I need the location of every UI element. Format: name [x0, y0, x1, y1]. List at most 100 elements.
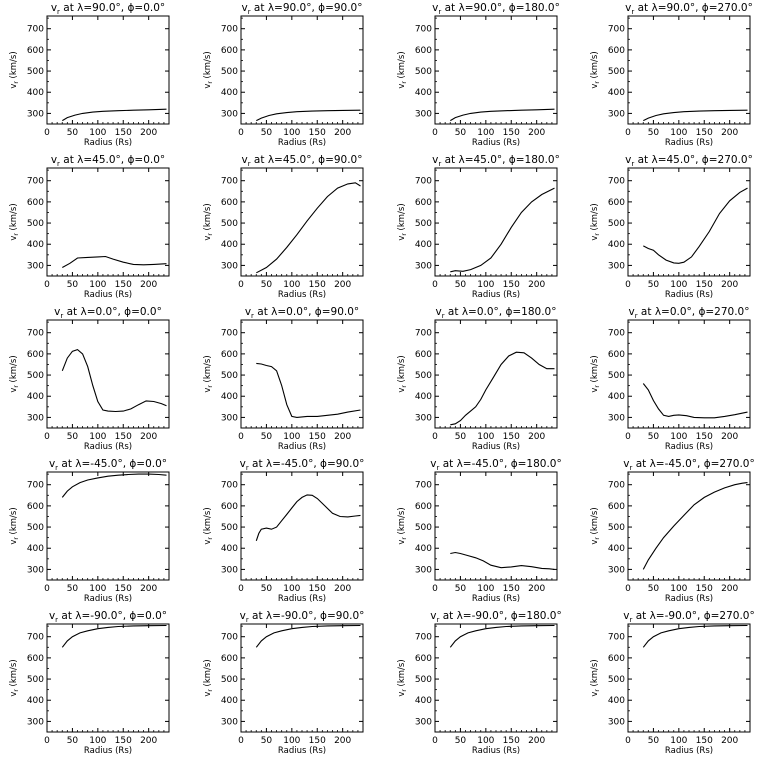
- x-tick-label: 100: [670, 128, 687, 138]
- vr-profile-line: [62, 108, 167, 122]
- x-axis-label: Radius (Rs): [278, 442, 326, 452]
- y-tick-label: 600: [27, 46, 44, 56]
- y-tick-label: 300: [221, 413, 238, 423]
- y-tick-label: 500: [221, 523, 238, 533]
- y-tick-label: 700: [27, 481, 44, 491]
- y-tick-label: 700: [221, 177, 238, 187]
- x-tick-label: 200: [528, 432, 545, 442]
- vr-profile-line: [61, 624, 167, 648]
- vr-profile-line: [642, 624, 748, 648]
- x-tick-label: 200: [334, 280, 351, 290]
- panel-title: vr at λ=0.0°, ϕ=90.0°: [245, 306, 359, 320]
- vr-profile-line: [61, 473, 167, 498]
- panel-title: vr at λ=90.0°, ϕ=180.0°: [432, 2, 560, 16]
- panel-title: vr at λ=45.0°, ϕ=90.0°: [241, 154, 362, 168]
- panel-2-2: vr at λ=45.0°, ϕ=90.0° 0 50 100 150 200 300 400…: [203, 154, 364, 300]
- x-tick-label: 100: [89, 584, 106, 594]
- y-tick-label: 400: [221, 240, 238, 250]
- panel-3-3: vr at λ=0.0°, ϕ=180.0° 0 50 100 150 200 300 400…: [397, 306, 558, 452]
- y-tick-label: 500: [221, 67, 238, 77]
- y-tick-label: 700: [27, 329, 44, 339]
- panel-5-4: vr at λ=-90.0°, ϕ=270.0° 0 50 100 150 200 300 4…: [590, 610, 755, 756]
- y-tick-label: 400: [27, 544, 44, 554]
- vr-profile-line: [642, 383, 748, 419]
- y-axis-label: vr (km/s): [590, 203, 601, 240]
- y-tick-label: 500: [27, 675, 44, 685]
- x-axis-label: Radius (Rs): [278, 746, 326, 756]
- x-axis-label: Radius (Rs): [84, 138, 132, 148]
- y-tick-label: 400: [415, 544, 432, 554]
- x-tick-label: 50: [455, 584, 467, 594]
- x-tick-label: 50: [455, 280, 467, 290]
- y-axis-label: vr (km/s): [590, 51, 601, 88]
- y-tick-label: 600: [608, 502, 625, 512]
- panel-3-2: vr at λ=0.0°, ϕ=90.0° 0 50 100 150 200 300 400 5…: [203, 306, 364, 452]
- x-tick-label: 50: [67, 432, 79, 442]
- y-tick-label: 400: [415, 392, 432, 402]
- x-tick-label: 0: [44, 432, 50, 442]
- y-tick-label: 500: [608, 67, 625, 77]
- y-tick-label: 500: [415, 219, 432, 229]
- x-tick-label: 150: [115, 280, 132, 290]
- x-tick-label: 200: [140, 736, 157, 746]
- y-axis-label: vr (km/s): [590, 507, 601, 544]
- axes-frame: [240, 623, 364, 733]
- y-tick-label: 400: [27, 392, 44, 402]
- x-tick-label: 50: [67, 736, 79, 746]
- y-tick-label: 300: [415, 565, 432, 575]
- panel-5-3: vr at λ=-90.0°, ϕ=180.0° 0 50 100 150 200 300 4…: [397, 610, 562, 756]
- y-tick-label: 600: [221, 654, 238, 664]
- panel-5-1: vr at λ=-90.0°, ϕ=0.0° 0 50 100 150 200 300 400…: [9, 610, 170, 756]
- y-tick-label: 300: [221, 717, 238, 727]
- y-tick-label: 700: [415, 177, 432, 187]
- x-tick-label: 200: [140, 584, 157, 594]
- y-tick-label: 600: [221, 502, 238, 512]
- x-tick-label: 0: [238, 128, 244, 138]
- y-tick-label: 700: [608, 329, 625, 339]
- y-axis-label: vr (km/s): [9, 355, 20, 392]
- panel-4-1: vr at λ=-45.0°, ϕ=0.0° 0 50 100 150 200 300 400…: [9, 458, 170, 604]
- y-tick-label: 600: [608, 46, 625, 56]
- x-axis-label: Radius (Rs): [278, 138, 326, 148]
- y-tick-label: 500: [27, 219, 44, 229]
- x-tick-label: 150: [115, 432, 132, 442]
- y-tick-label: 400: [27, 88, 44, 98]
- y-axis-label: vr (km/s): [203, 355, 214, 392]
- x-tick-label: 0: [432, 432, 438, 442]
- panel-3-1: vr at λ=0.0°, ϕ=0.0° 0 50 100 150 200 300 400 50…: [9, 306, 170, 452]
- x-tick-label: 100: [477, 584, 494, 594]
- x-axis-label: Radius (Rs): [665, 138, 713, 148]
- x-axis-label: Radius (Rs): [472, 290, 520, 300]
- y-tick-label: 400: [415, 88, 432, 98]
- x-tick-label: 100: [283, 128, 300, 138]
- x-tick-label: 100: [477, 128, 494, 138]
- y-tick-label: 500: [27, 523, 44, 533]
- y-axis-label: vr (km/s): [397, 507, 408, 544]
- y-axis-label: vr (km/s): [203, 203, 214, 240]
- y-tick-label: 600: [415, 46, 432, 56]
- panel-title: vr at λ=45.0°, ϕ=270.0°: [625, 154, 753, 168]
- x-tick-label: 150: [696, 128, 713, 138]
- x-tick-label: 200: [140, 432, 157, 442]
- x-axis-label: Radius (Rs): [665, 442, 713, 452]
- panel-1-2: vr at λ=90.0°, ϕ=90.0° 0 50 100 150 200 300 400…: [203, 2, 364, 148]
- x-tick-label: 200: [140, 280, 157, 290]
- y-tick-label: 600: [415, 198, 432, 208]
- x-tick-label: 100: [283, 736, 300, 746]
- vr-profile-line: [61, 348, 167, 413]
- y-tick-label: 600: [608, 198, 625, 208]
- axes-frame: [46, 319, 170, 429]
- y-tick-label: 500: [27, 371, 44, 381]
- x-tick-label: 150: [309, 584, 326, 594]
- x-tick-label: 200: [334, 584, 351, 594]
- vr-profile-line: [643, 187, 748, 264]
- y-tick-label: 700: [27, 177, 44, 187]
- axes-frame: [627, 167, 751, 277]
- x-axis-label: Radius (Rs): [472, 594, 520, 604]
- vr-profile-line: [62, 255, 167, 268]
- x-tick-label: 0: [238, 432, 244, 442]
- y-tick-label: 300: [415, 717, 432, 727]
- y-tick-label: 700: [415, 329, 432, 339]
- x-tick-label: 0: [44, 280, 50, 290]
- y-tick-label: 400: [221, 88, 238, 98]
